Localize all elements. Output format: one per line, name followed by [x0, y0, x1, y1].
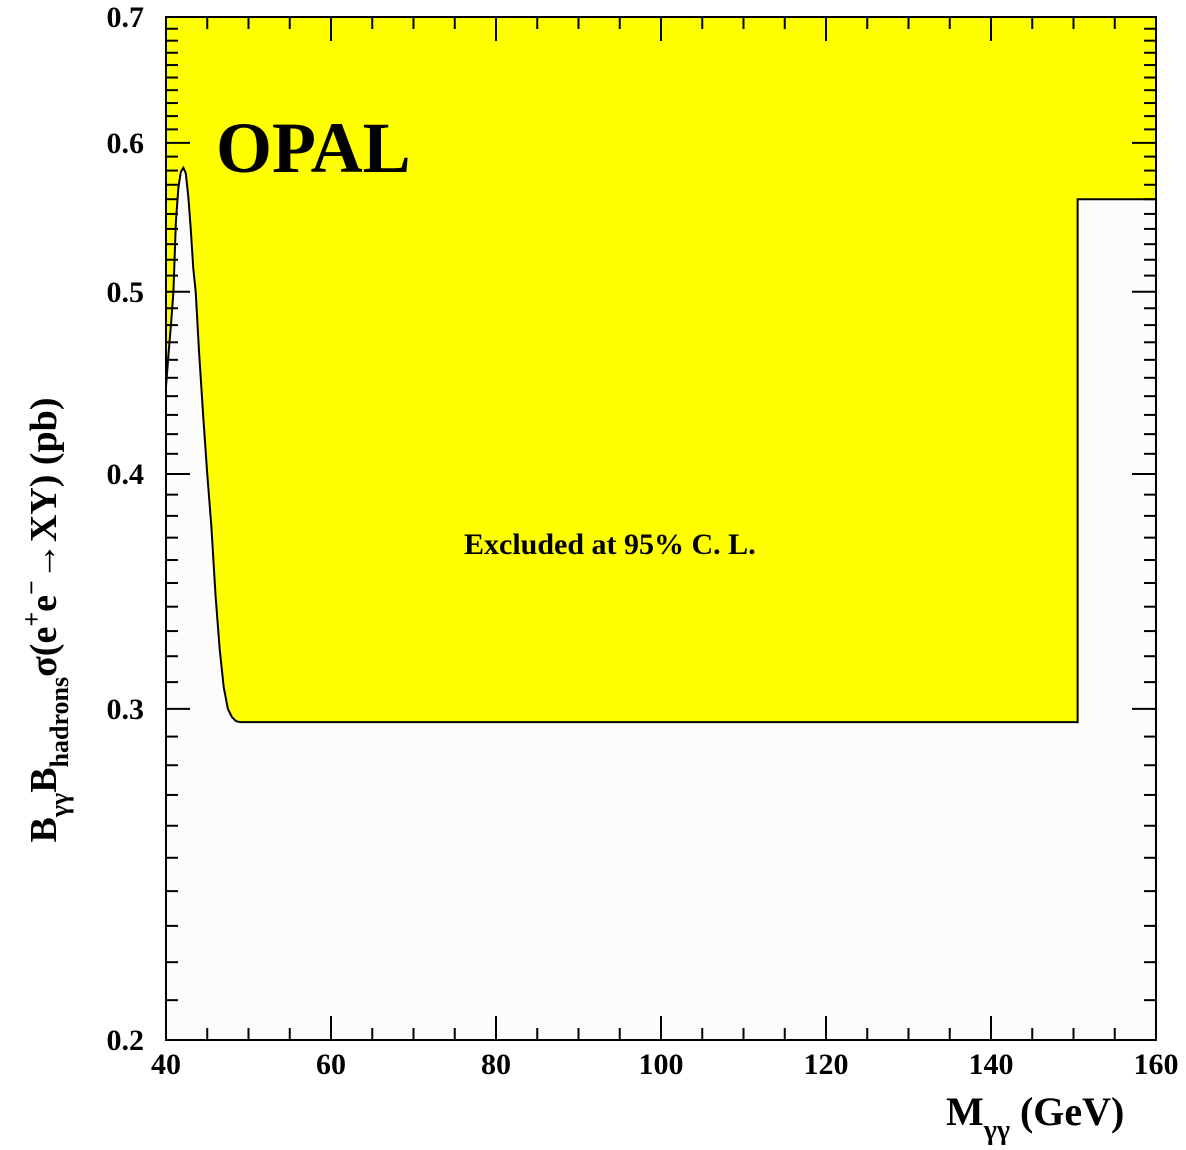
x-tick-label: 60	[316, 1048, 346, 1081]
y-tick-label: 0.2	[107, 1024, 145, 1057]
y-tick-label: 0.4	[107, 458, 145, 491]
x-axis-title-main: M	[946, 1089, 984, 1134]
y-title-b1: B	[23, 817, 65, 842]
y-title-sup-plus: +	[17, 612, 46, 627]
tick-layer	[165, 16, 1157, 1041]
x-axis-title-unit: (GeV)	[1010, 1089, 1124, 1134]
y-tick-label: 0.3	[107, 693, 145, 726]
x-tick-label: 120	[804, 1048, 849, 1081]
excluded-region	[166, 17, 1156, 723]
x-axis-title: Mγγ (GeV)	[946, 1089, 1124, 1145]
y-title-sigma: σ(e	[23, 627, 65, 677]
y-title-b1-sub: γγ	[45, 793, 74, 818]
y-title-b2: B	[23, 767, 65, 792]
fill-layer	[165, 17, 1156, 1040]
plot-frame	[165, 16, 1157, 1041]
x-tick-label: 100	[639, 1048, 684, 1081]
y-title-e: e	[23, 595, 65, 612]
y-title-tail: →XY) (pb)	[23, 398, 65, 581]
x-tick-label: 140	[969, 1048, 1014, 1081]
y-title-sup-minus: −	[17, 580, 46, 595]
y-tick-label: 0.6	[107, 127, 145, 160]
y-tick-label: 0.5	[107, 276, 145, 309]
x-tick-label: 40	[151, 1048, 181, 1081]
y-axis-title-group: BγγBhadronsσ(e+e−→XY) (pb)	[17, 398, 74, 843]
y-tick-label: 0.7	[107, 1, 145, 34]
label-layer: 40 60 80 100 120 140 160 0.2 0.3 0.4 0.5 0.6 0.7	[107, 1, 1179, 1081]
x-tick-label: 80	[481, 1048, 511, 1081]
y-title-b2-sub: hadrons	[45, 677, 74, 768]
x-axis-title-sub: γγ	[983, 1115, 1010, 1145]
limit-curve	[165, 165, 1156, 724]
opal-label: OPAL	[216, 108, 411, 188]
x-tick-label: 160	[1134, 1048, 1179, 1081]
y-axis-title: BγγBhadronsσ(e+e−→XY) (pb)	[17, 398, 74, 843]
excluded-annotation: Excluded at 95% C. L.	[464, 528, 756, 561]
